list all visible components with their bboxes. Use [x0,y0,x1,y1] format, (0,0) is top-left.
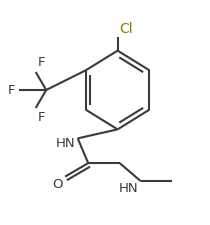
Text: Cl: Cl [120,22,133,36]
Text: O: O [52,178,63,191]
Text: F: F [38,56,45,69]
Text: F: F [38,111,45,124]
Text: F: F [8,83,16,97]
Text: HN: HN [56,137,76,150]
Text: HN: HN [119,182,139,195]
